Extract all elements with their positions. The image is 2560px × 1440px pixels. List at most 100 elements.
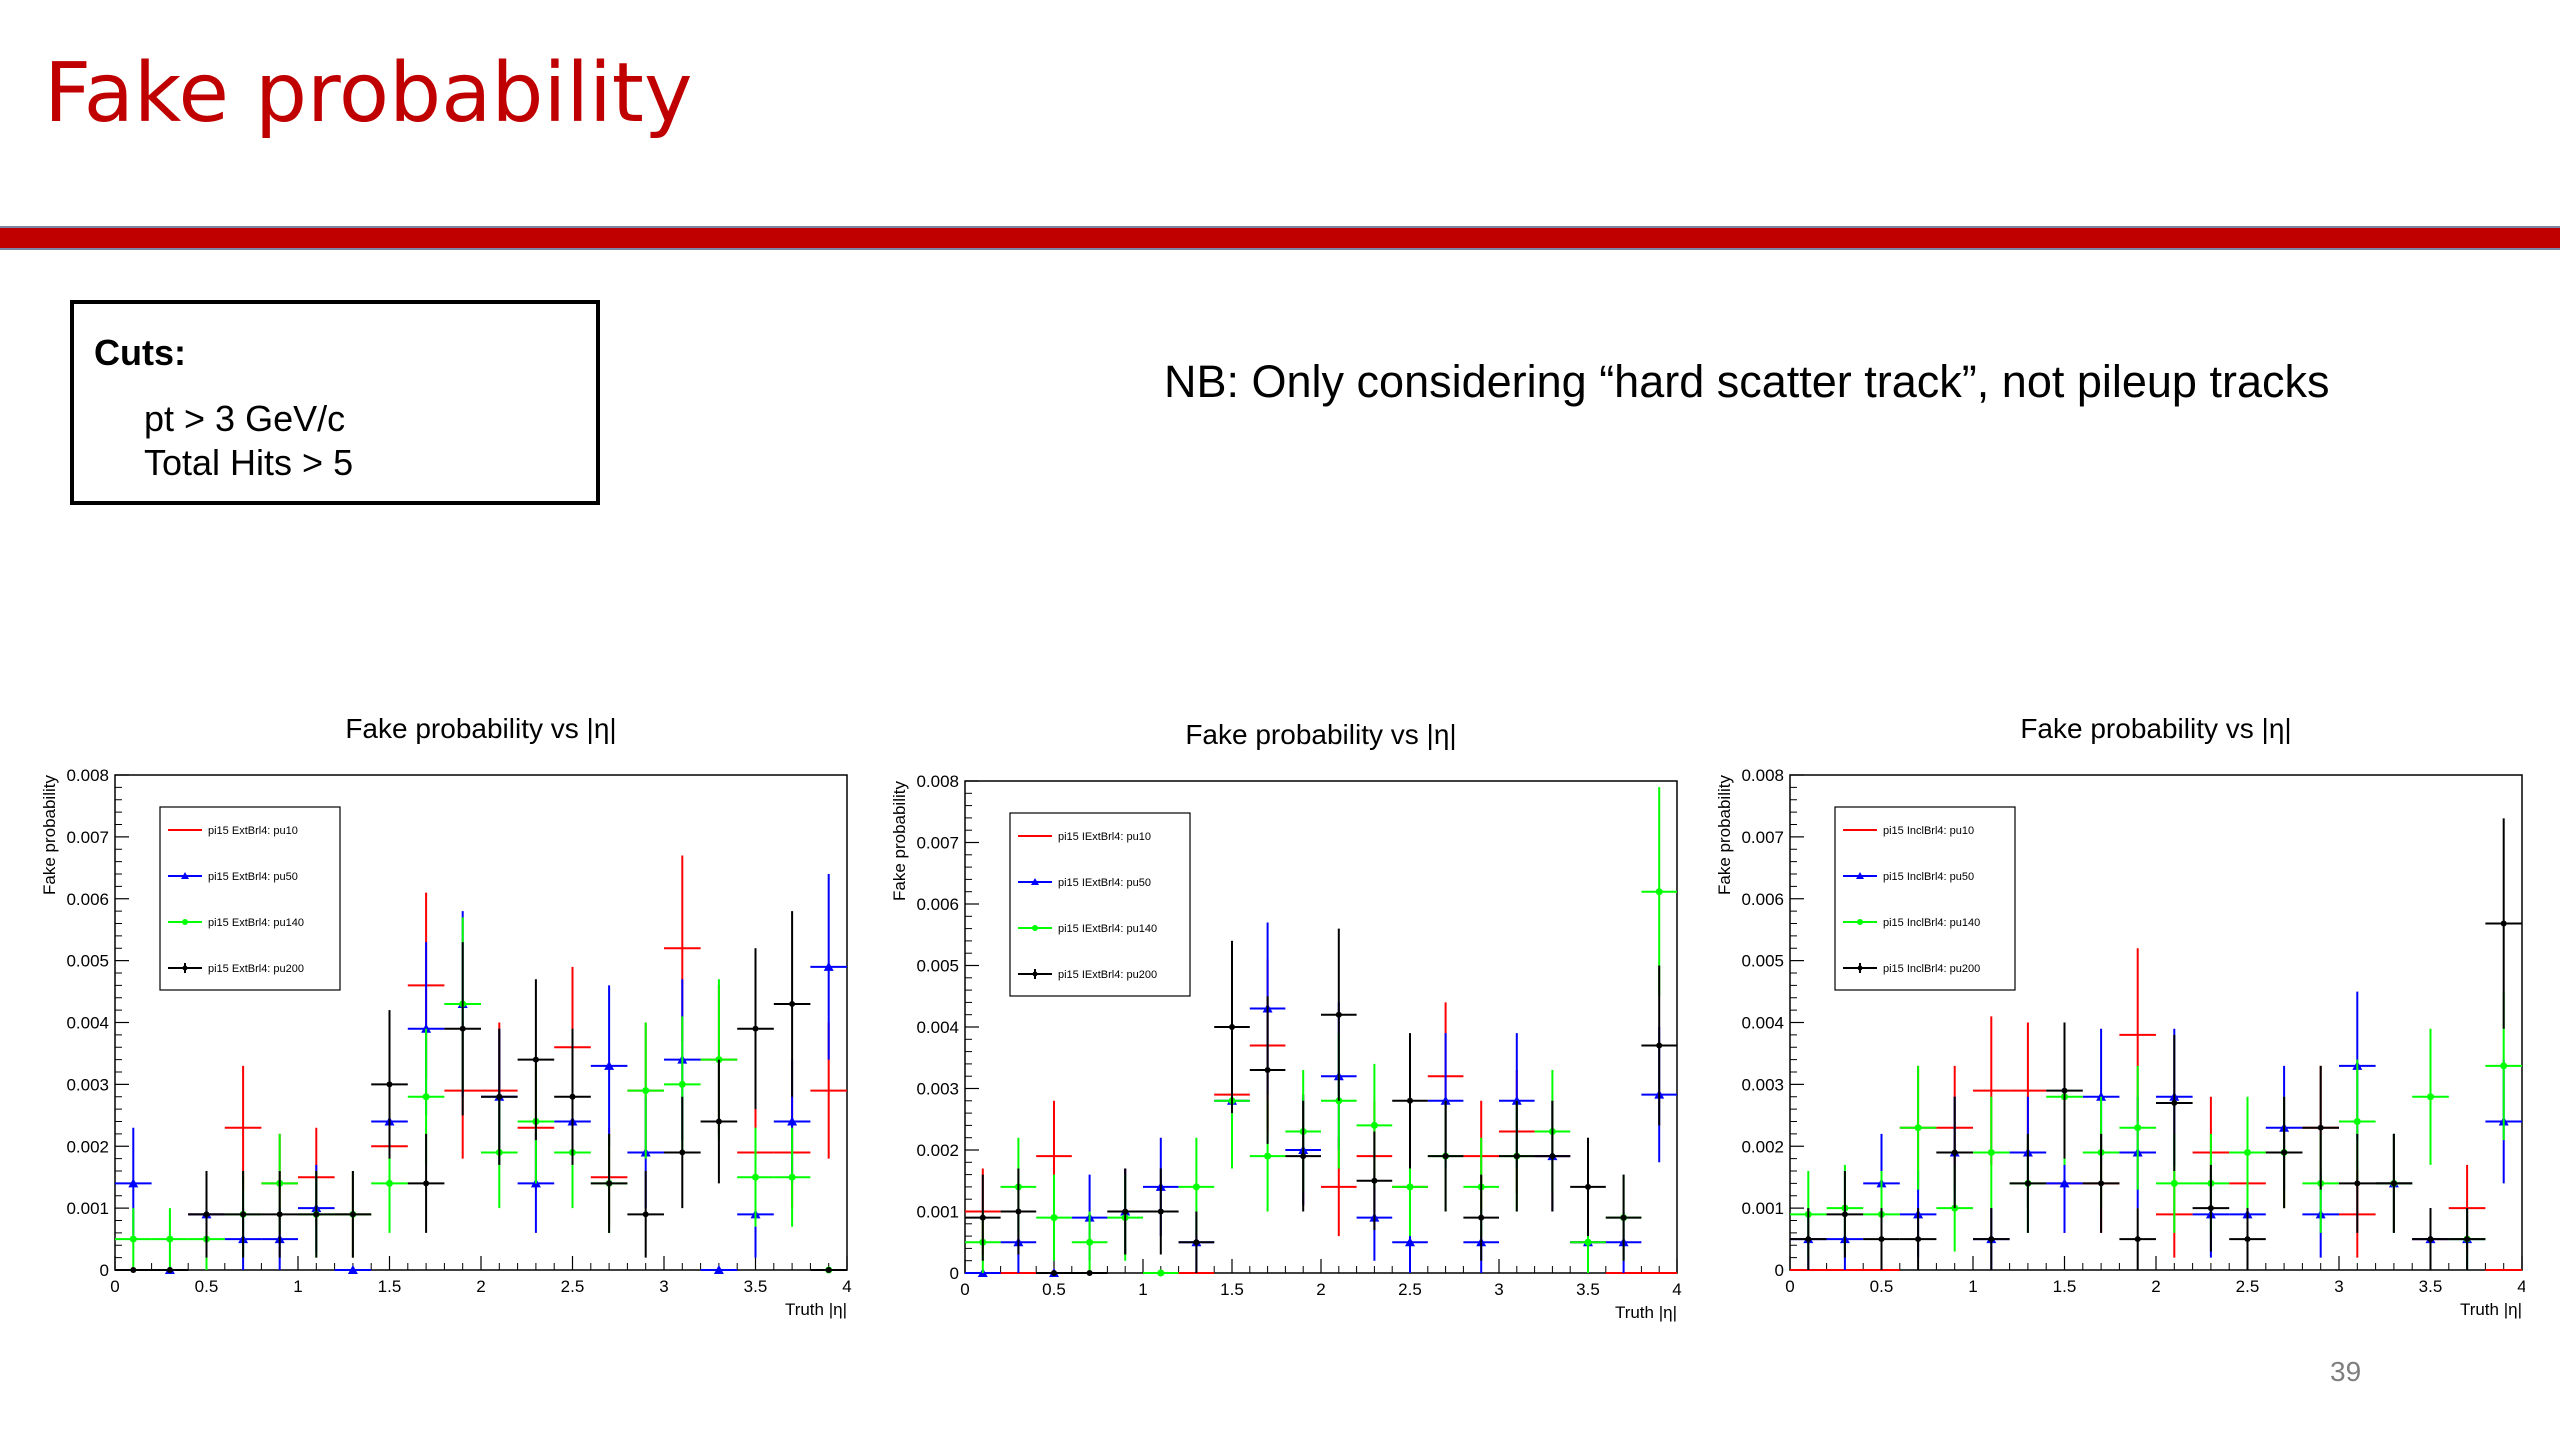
y-tick-label: 0.007 (66, 828, 109, 847)
marker-cross (2390, 1180, 2397, 1187)
legend-marker-dot (1032, 971, 1038, 977)
marker-cross (203, 1211, 210, 1218)
legend-marker-dot (182, 965, 188, 971)
marker-dot (642, 1087, 650, 1095)
y-tick-label: 0.001 (66, 1199, 109, 1218)
data-point (2265, 1096, 2303, 1209)
marker-cross (2354, 1180, 2361, 1187)
data-point (1936, 1096, 1973, 1209)
y-tick-label: 0.005 (916, 957, 959, 976)
data-point (2156, 1034, 2193, 1171)
data-point (334, 1171, 372, 1258)
marker-triangle (347, 1265, 358, 1274)
marker-cross (1585, 1183, 1591, 1190)
marker-cross (606, 1180, 613, 1187)
legend-entry: pi15 IExtBrl4: pu50 (1018, 877, 1151, 889)
data-point (965, 1174, 1001, 1261)
cut-pt: pt > 3 GeV/c (144, 398, 346, 439)
series-2 (1790, 991, 2522, 1270)
marker-cross (1549, 1153, 1556, 1160)
marker-cross (1513, 1153, 1520, 1160)
marker-dot (2427, 1093, 2434, 1101)
data-point (371, 1010, 408, 1159)
legend-entry: pi15 IExtBrl4: pu10 (1018, 831, 1151, 843)
data-point (1000, 1168, 1037, 1255)
series-3 (965, 928, 1677, 1276)
marker-dot (1157, 1269, 1165, 1277)
data-point (1285, 1100, 1321, 1212)
marker-cross (825, 1267, 832, 1273)
marker-cross (532, 1056, 539, 1063)
x-tick-label: 1 (1138, 1280, 1147, 1299)
x-tick-label: 3.5 (1576, 1280, 1600, 1299)
x-tick-label: 0 (960, 1280, 969, 1299)
marker-dot (1335, 1097, 1343, 1105)
x-tick-label: 0 (110, 1277, 119, 1296)
marker-dot (1406, 1183, 1414, 1191)
marker-cross (1951, 1149, 1958, 1156)
marker-dot (678, 1080, 686, 1088)
marker-cross (1656, 1042, 1663, 1049)
legend-label: pi15 IExtBrl4: pu50 (1058, 877, 1151, 889)
data-point (2229, 1096, 2266, 1209)
marker-cross (423, 1180, 430, 1187)
y-tick-label: 0.002 (66, 1137, 109, 1156)
marker-cross (1086, 1270, 1093, 1276)
marker-cross (1051, 1270, 1057, 1276)
marker-dot (1086, 1238, 1094, 1246)
marker-triangle (823, 961, 834, 971)
data-point (115, 1208, 152, 1270)
y-tick-label: 0.003 (66, 1075, 109, 1094)
y-tick-label: 0.003 (916, 1080, 959, 1099)
data-point (261, 1171, 298, 1258)
y-tick-label: 0.004 (916, 1018, 959, 1037)
marker-dot (2170, 1179, 2178, 1187)
marker-cross (1478, 1214, 1485, 1221)
data-point (1356, 1131, 1393, 1230)
legend-marker (1857, 919, 1863, 925)
data-point (517, 979, 555, 1141)
legend-entry: pi15 InclBrl4: pu200 (1843, 963, 1980, 975)
x-tick-label: 0.5 (1042, 1280, 1066, 1299)
data-point (1499, 1100, 1535, 1212)
data-point (737, 948, 774, 1110)
marker-cross (1157, 1208, 1164, 1215)
marker-cross (130, 1267, 137, 1273)
marker-cross (2171, 1099, 2178, 1106)
y-tick-label: 0.002 (1741, 1137, 1784, 1156)
legend-entry: pi15 InclBrl4: pu50 (1843, 871, 1974, 883)
x-tick-label: 0 (1785, 1277, 1794, 1296)
data-point (1071, 1270, 1108, 1276)
legend-box (159, 806, 341, 991)
data-point (737, 1127, 774, 1227)
series-3 (115, 911, 847, 1273)
data-point (1107, 1168, 1143, 1255)
legend-label: pi15 ExtBrl4: pu200 (208, 963, 304, 975)
legend-entry: pi15 IExtBrl4: pu140 (1018, 923, 1157, 935)
legend-marker (1031, 878, 1039, 885)
marker-dot (2500, 1062, 2508, 1070)
series-0 (965, 959, 1677, 1274)
data-point (224, 1065, 262, 1190)
marker-cross (1335, 1011, 1342, 1018)
cuts-box: Cuts: pt > 3 GeV/c Total Hits > 5 (70, 300, 600, 505)
legend-label: pi15 InclBrl4: pu200 (1883, 963, 1980, 975)
y-tick-label: 0.003 (1741, 1075, 1784, 1094)
marker-cross (2061, 1087, 2068, 1094)
marker-cross (2024, 1180, 2031, 1187)
title-divider (0, 226, 2560, 250)
x-tick-label: 3 (2334, 1277, 2343, 1296)
marker-cross (166, 1267, 173, 1273)
data-point (1427, 1100, 1464, 1212)
marker-cross (1805, 1236, 1812, 1243)
marker-cross (1878, 1236, 1885, 1243)
data-point (590, 1133, 628, 1233)
legend: pi15 ExtBrl4: pu10 pi15 ExtBrl4: pu50 pi15… (159, 806, 341, 991)
marker-cross (1407, 1097, 1413, 1104)
legend-entry: pi15 IExtBrl4: pu200 (1018, 969, 1157, 981)
legend-entry: pi15 InclBrl4: pu10 (1843, 825, 1974, 837)
data-point (2082, 1133, 2120, 1233)
data-point (188, 1171, 225, 1258)
legend-label: pi15 ExtBrl4: pu50 (208, 871, 298, 883)
marker-cross (2427, 1236, 2434, 1243)
